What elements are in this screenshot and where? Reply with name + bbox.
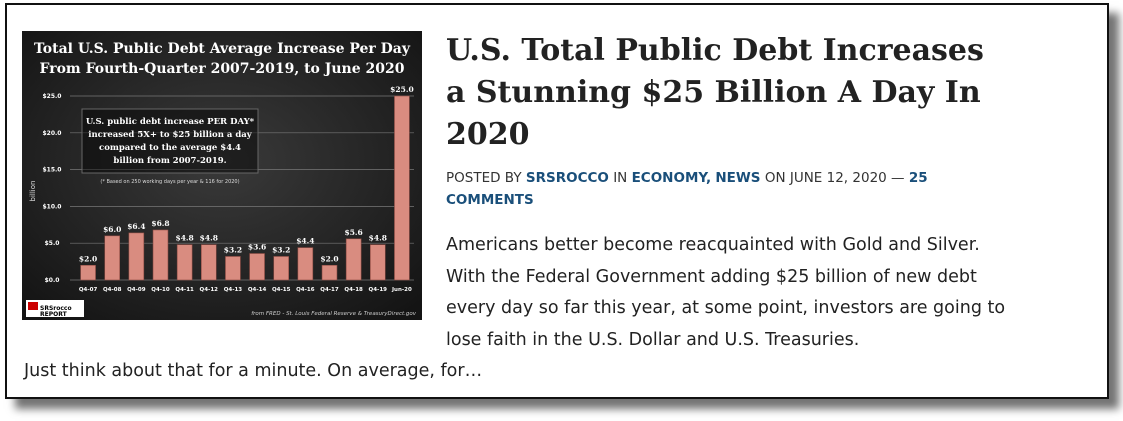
- posted-by-label: Posted by: [446, 170, 522, 186]
- bar: [297, 247, 314, 281]
- on-label: on: [764, 170, 786, 186]
- chart-source: from FRED - St. Louis Federal Reserve & …: [251, 311, 417, 317]
- bar-value-label: $4.8: [200, 234, 218, 243]
- annotation-line: compared to the average $4.4: [99, 143, 241, 153]
- category-link-news[interactable]: News: [715, 170, 761, 186]
- author-link[interactable]: SRSrocco: [525, 170, 609, 186]
- meta-dash: —: [891, 170, 905, 186]
- chart-title-line2: From Fourth-Quarter 2007-2019, to June 2…: [40, 61, 405, 77]
- x-tick-label: Q4-10: [151, 287, 170, 293]
- bar-value-label: $2.0: [320, 254, 338, 263]
- x-tick-label: Q4-15: [272, 287, 291, 293]
- bar-value-label: $6.0: [103, 225, 121, 234]
- x-tick-label: Q4-11: [175, 287, 194, 293]
- x-tick-label: Q4-16: [296, 287, 315, 293]
- bar: [394, 95, 410, 281]
- bar-value-label: $3.2: [272, 245, 290, 254]
- annotation-line: increased 5X+ to $25 billion a day: [88, 130, 253, 140]
- bar: [104, 235, 120, 281]
- annotation-line: U.S. public debt increase PER DAY*: [86, 117, 255, 127]
- y-tick-label: $25.0: [43, 93, 62, 100]
- x-tick-label: Q4-14: [248, 287, 267, 293]
- bar-value-label: $4.8: [176, 234, 194, 243]
- x-tick-label: Q4-13: [224, 287, 243, 293]
- bar-value-label: $5.6: [345, 228, 363, 237]
- annotation-box: [81, 108, 259, 174]
- bar-value-label: $4.4: [296, 237, 314, 246]
- featured-chart-image[interactable]: Total U.S. Public Debt Average Increase …: [22, 31, 422, 320]
- x-tick-label: Q4-09: [127, 287, 146, 293]
- y-tick-label: $10.0: [43, 203, 62, 210]
- bar: [345, 238, 362, 281]
- logo-text: REPORT: [40, 311, 68, 318]
- post-excerpt-continued: Just think about that for a minute. On a…: [24, 361, 483, 381]
- bar-value-label: $4.8: [369, 234, 387, 243]
- srsrocco-logo: [26, 300, 84, 317]
- bar-value-label: $6.8: [151, 219, 169, 228]
- bar: [225, 256, 241, 281]
- comments-link[interactable]: 25 Comments: [446, 170, 928, 208]
- post-title[interactable]: U.S. Total Public Debt Increases a Stunn…: [446, 33, 984, 152]
- post-date: June 12, 2020: [789, 170, 887, 186]
- bar: [201, 244, 217, 281]
- bar: [152, 229, 169, 281]
- bar: [273, 256, 289, 281]
- x-tick-label: Q4-12: [200, 287, 219, 293]
- chart-title-line1: Total U.S. Public Debt Average Increase …: [34, 41, 411, 57]
- bar-value-label: $2.0: [79, 254, 97, 263]
- x-tick-label: Q4-08: [103, 287, 122, 293]
- category-link-economy[interactable]: Economy: [631, 170, 706, 186]
- bar: [80, 264, 96, 281]
- logo-mark: [28, 302, 38, 310]
- logo-text: SRSrocco: [40, 305, 72, 312]
- y-tick-label: $15.0: [43, 167, 62, 174]
- bar: [176, 244, 193, 281]
- y-tick-label: $20.0: [43, 130, 62, 137]
- bar: [370, 244, 386, 281]
- category-separator: ,: [705, 170, 712, 186]
- y-tick-label: $5.0: [45, 240, 60, 247]
- post-excerpt: Americans better become reacquainted wit…: [446, 235, 1006, 350]
- bar-value-label: $6.4: [127, 222, 145, 231]
- annotation-line: billion from 2007-2019.: [113, 156, 226, 166]
- in-label: in: [613, 170, 628, 186]
- x-tick-label: Q4-17: [320, 287, 339, 293]
- x-tick-label: Q4-19: [369, 287, 388, 293]
- bar-value-label: $25.0: [390, 85, 414, 94]
- chart-footnote: (* Based on 250 working days per year & …: [100, 179, 239, 185]
- post-meta: Posted by SRSrocco in Economy, News on J…: [446, 167, 936, 211]
- bar: [128, 232, 145, 281]
- bar-chart: Total U.S. Public Debt Average Increase …: [22, 31, 422, 320]
- bar-value-label: $3.6: [248, 243, 266, 252]
- y-axis-label: billion: [29, 181, 37, 202]
- x-tick-label: Q4-18: [344, 287, 363, 293]
- x-tick-label: Jun-20: [391, 287, 412, 293]
- bar-value-label: $3.2: [224, 245, 242, 254]
- bar: [321, 264, 338, 281]
- y-tick-label: $0.0: [45, 277, 60, 284]
- x-tick-label: Q4-07: [79, 287, 98, 293]
- bar: [249, 253, 265, 281]
